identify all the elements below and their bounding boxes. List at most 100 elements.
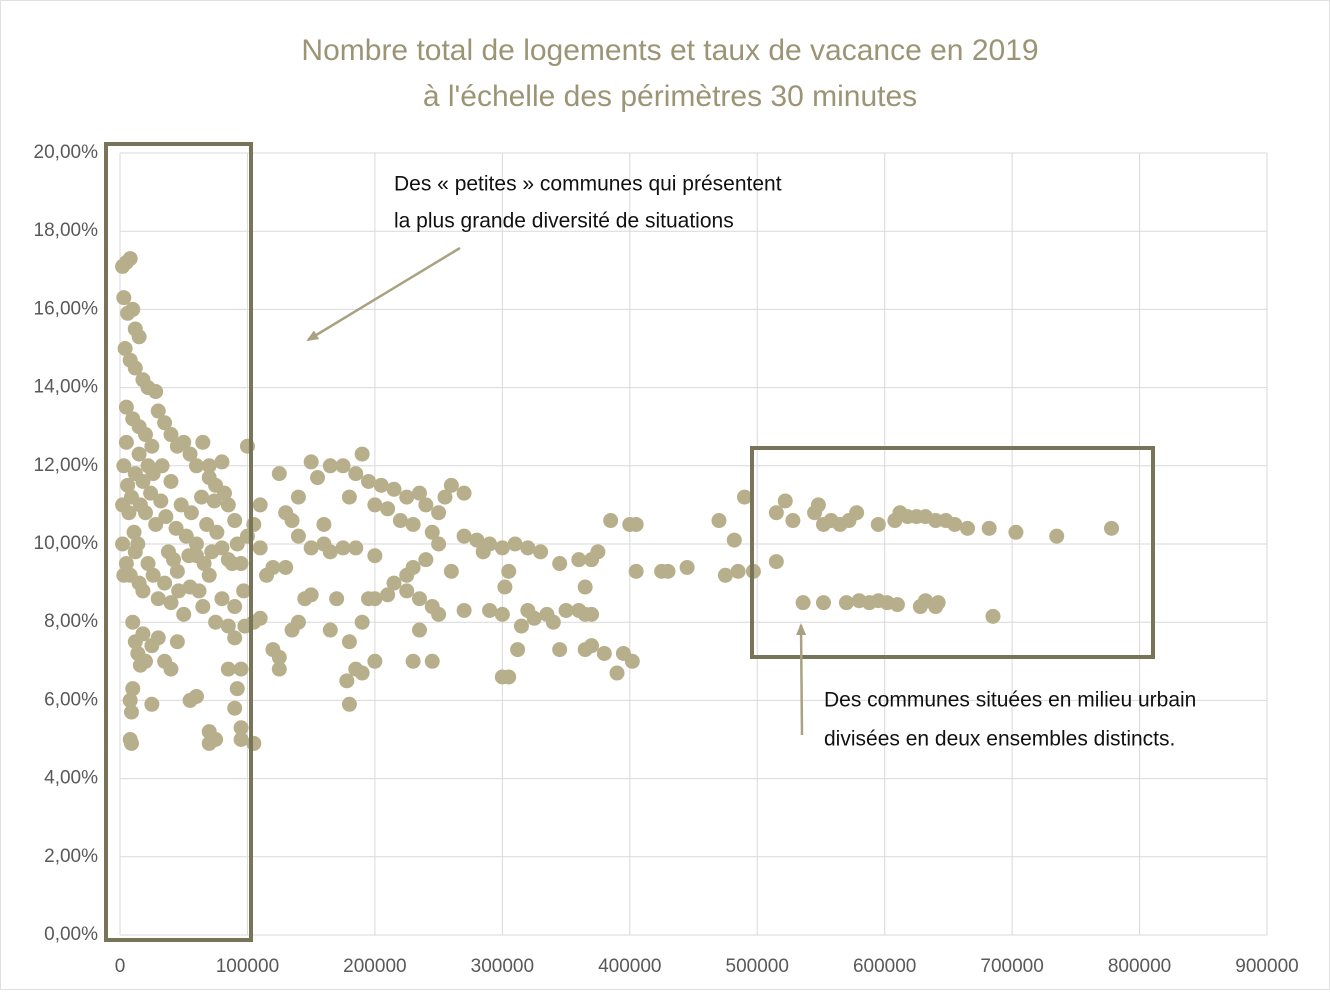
x-tick-label: 500000 <box>726 956 789 977</box>
point <box>157 575 173 591</box>
point <box>411 591 427 607</box>
point <box>148 516 164 532</box>
point <box>947 516 963 532</box>
point <box>271 661 287 677</box>
x-tick-label: 700000 <box>980 956 1043 977</box>
point <box>717 567 733 583</box>
point <box>196 556 212 572</box>
point <box>227 630 243 646</box>
point <box>127 360 143 376</box>
point <box>795 595 811 611</box>
point <box>137 653 153 669</box>
point <box>284 622 300 638</box>
y-tick-label: 2,00% <box>44 846 98 867</box>
point <box>246 516 262 532</box>
point <box>399 489 415 505</box>
point <box>252 497 268 513</box>
point <box>520 602 536 618</box>
point <box>577 579 593 595</box>
point <box>399 583 415 599</box>
point <box>889 597 905 613</box>
point <box>125 614 141 630</box>
point <box>475 544 491 560</box>
point <box>135 473 151 489</box>
annotation: divisées en deux ensembles distincts. <box>824 728 1175 751</box>
point <box>137 505 153 521</box>
point <box>214 591 230 607</box>
point <box>533 544 549 560</box>
point <box>596 645 612 661</box>
point <box>201 567 217 583</box>
point <box>143 485 159 501</box>
y-tick-label: 6,00% <box>44 689 98 710</box>
point <box>558 602 574 618</box>
x-tick-label: 900000 <box>1235 956 1298 977</box>
point <box>123 704 139 720</box>
point <box>157 415 173 431</box>
point <box>335 540 351 556</box>
point <box>628 563 644 579</box>
point <box>437 489 453 505</box>
point <box>361 591 377 607</box>
point <box>431 606 447 622</box>
point <box>145 567 161 583</box>
point <box>501 563 517 579</box>
point <box>176 434 192 450</box>
point <box>131 446 147 462</box>
point <box>386 575 402 591</box>
point <box>341 634 357 650</box>
point <box>335 458 351 474</box>
point <box>163 661 179 677</box>
point <box>227 599 243 615</box>
point <box>166 552 182 568</box>
point <box>348 540 364 556</box>
point <box>135 583 151 599</box>
point <box>303 540 319 556</box>
point <box>150 403 166 419</box>
point <box>259 567 275 583</box>
point <box>456 528 472 544</box>
point <box>199 516 215 532</box>
point <box>386 481 402 497</box>
point <box>501 669 517 685</box>
point <box>182 692 198 708</box>
point <box>609 665 625 681</box>
point <box>341 489 357 505</box>
point <box>121 505 137 521</box>
point <box>380 501 396 517</box>
point <box>768 554 784 570</box>
point <box>140 556 156 572</box>
point <box>870 516 886 532</box>
point <box>118 399 134 415</box>
point <box>173 497 189 513</box>
point <box>985 608 1001 624</box>
point <box>183 505 199 521</box>
point <box>118 434 134 450</box>
point <box>392 513 408 529</box>
point <box>424 653 440 669</box>
point <box>552 556 568 572</box>
point <box>246 735 262 751</box>
point <box>227 513 243 529</box>
point <box>838 595 854 611</box>
point <box>316 536 332 552</box>
point <box>153 493 169 509</box>
point <box>354 614 370 630</box>
point <box>178 528 194 544</box>
point <box>654 563 670 579</box>
point <box>220 497 236 513</box>
x-tick-label: 200000 <box>343 956 406 977</box>
point <box>1049 528 1065 544</box>
x-tick-label: 400000 <box>598 956 661 977</box>
point <box>339 673 355 689</box>
point <box>456 602 472 618</box>
grid <box>119 152 1268 936</box>
point <box>233 556 249 572</box>
point <box>214 454 230 470</box>
point <box>329 591 345 607</box>
point <box>367 653 383 669</box>
point <box>169 634 185 650</box>
point <box>785 513 801 529</box>
point <box>220 618 236 634</box>
